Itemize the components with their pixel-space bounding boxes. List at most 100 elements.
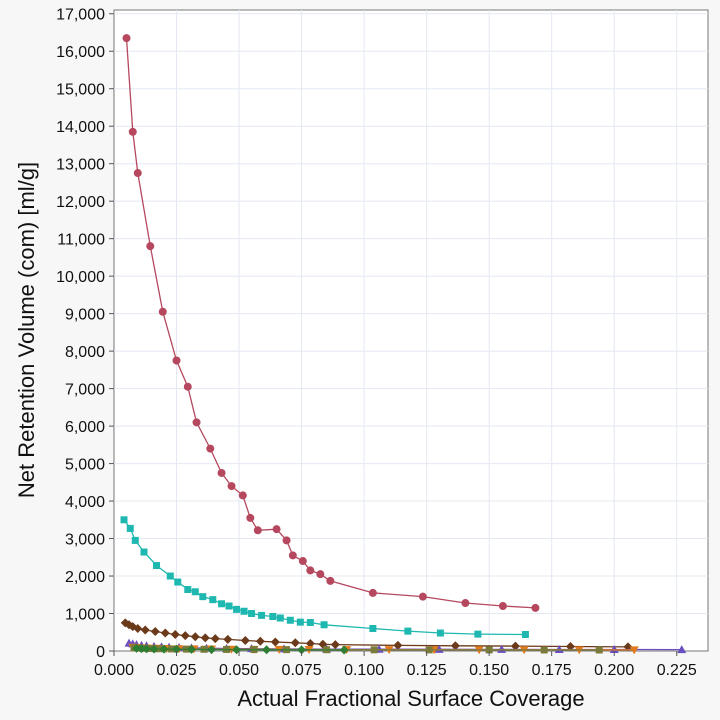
data-point xyxy=(326,576,335,585)
data-point xyxy=(436,629,444,637)
data-point xyxy=(316,570,325,579)
data-point xyxy=(521,631,529,639)
data-point xyxy=(150,627,160,637)
data-point xyxy=(172,356,181,365)
data-point xyxy=(270,637,280,647)
data-point xyxy=(248,610,256,618)
data-point xyxy=(233,605,241,613)
data-point xyxy=(498,602,507,611)
data-point xyxy=(184,586,192,594)
data-point xyxy=(174,578,182,586)
series-1 xyxy=(122,34,540,612)
data-point xyxy=(450,641,460,651)
data-point xyxy=(128,127,137,136)
data-point xyxy=(609,645,619,654)
data-point xyxy=(191,588,199,596)
x-axis-title: Actual Fractional Surface Coverage xyxy=(237,686,584,711)
data-point xyxy=(218,600,226,608)
data-point xyxy=(172,644,182,654)
x-tick-label: 0.150 xyxy=(469,662,509,679)
data-point xyxy=(282,536,291,545)
data-point xyxy=(474,630,482,638)
y-tick-label: 2,000 xyxy=(65,569,105,586)
data-point xyxy=(255,636,265,646)
data-point xyxy=(159,644,169,654)
data-point xyxy=(258,611,266,619)
data-point xyxy=(320,621,328,629)
data-point xyxy=(425,646,433,654)
data-point xyxy=(199,593,207,601)
plot-background xyxy=(113,9,709,652)
data-point xyxy=(276,614,284,622)
data-point xyxy=(297,645,307,655)
data-point xyxy=(180,631,190,641)
data-point xyxy=(126,524,134,532)
data-point xyxy=(170,630,180,640)
data-point xyxy=(183,382,192,391)
data-point xyxy=(227,482,236,491)
data-point xyxy=(306,566,315,575)
y-tick-label: 9,000 xyxy=(65,307,105,324)
y-tick-label: 3,000 xyxy=(65,532,105,549)
y-tick-label: 14,000 xyxy=(56,119,105,136)
x-tick-label: 0.050 xyxy=(219,662,259,679)
data-point xyxy=(554,644,564,653)
data-point xyxy=(120,516,128,524)
data-point xyxy=(565,642,575,652)
data-point xyxy=(133,624,143,634)
y-tick-label: 12,000 xyxy=(56,194,105,211)
data-point xyxy=(240,636,250,646)
data-point xyxy=(369,625,377,633)
data-point xyxy=(153,562,161,570)
data-point xyxy=(288,551,297,560)
series-group xyxy=(120,34,687,655)
data-point xyxy=(485,646,493,654)
series-7 xyxy=(132,643,349,655)
data-point xyxy=(298,557,307,566)
series-line xyxy=(123,519,526,636)
data-point xyxy=(132,643,142,653)
data-point xyxy=(262,645,272,655)
x-tick-label: 0.075 xyxy=(282,662,322,679)
data-point xyxy=(133,169,142,178)
data-point xyxy=(190,632,200,642)
data-point xyxy=(210,634,220,644)
data-point xyxy=(192,418,201,427)
data-point xyxy=(225,602,233,610)
y-tick-label: 7,000 xyxy=(65,382,105,399)
data-point xyxy=(370,646,378,654)
data-point xyxy=(290,638,300,648)
data-point xyxy=(137,644,147,654)
data-point xyxy=(149,644,159,654)
data-point xyxy=(497,644,507,653)
x-tick-label: 0.000 xyxy=(94,662,134,679)
data-point xyxy=(272,525,281,534)
data-point xyxy=(531,603,540,612)
data-point xyxy=(246,513,255,522)
data-point xyxy=(209,596,217,604)
x-tick-label: 0.100 xyxy=(344,662,384,679)
series-line xyxy=(125,38,536,609)
y-tick-label: 0 xyxy=(96,644,105,661)
y-axis: 0 1,000 2,000 3,000 4,000 5,000 6,000 7,000 8,00… xyxy=(56,7,114,661)
data-point xyxy=(677,645,687,654)
data-point xyxy=(122,34,131,43)
data-point xyxy=(629,646,639,655)
data-point xyxy=(166,572,174,580)
x-axis: 0.000 0.025 0.050 0.075 0.100 0.125 0.150 0.175… xyxy=(94,651,697,679)
data-point xyxy=(217,468,226,477)
data-point xyxy=(404,627,412,635)
data-point xyxy=(238,491,247,500)
data-point xyxy=(223,634,233,644)
x-tick-label: 0.175 xyxy=(532,662,572,679)
y-tick-label: 10,000 xyxy=(56,269,105,286)
series-2 xyxy=(120,516,529,639)
y-tick-label: 4,000 xyxy=(65,494,105,511)
data-point xyxy=(510,641,520,651)
data-point xyxy=(187,644,197,654)
data-point xyxy=(206,444,215,453)
x-tick-label: 0.225 xyxy=(657,662,697,679)
data-point xyxy=(305,639,315,649)
y-tick-label: 6,000 xyxy=(65,419,105,436)
x-tick-label: 0.025 xyxy=(157,662,197,679)
